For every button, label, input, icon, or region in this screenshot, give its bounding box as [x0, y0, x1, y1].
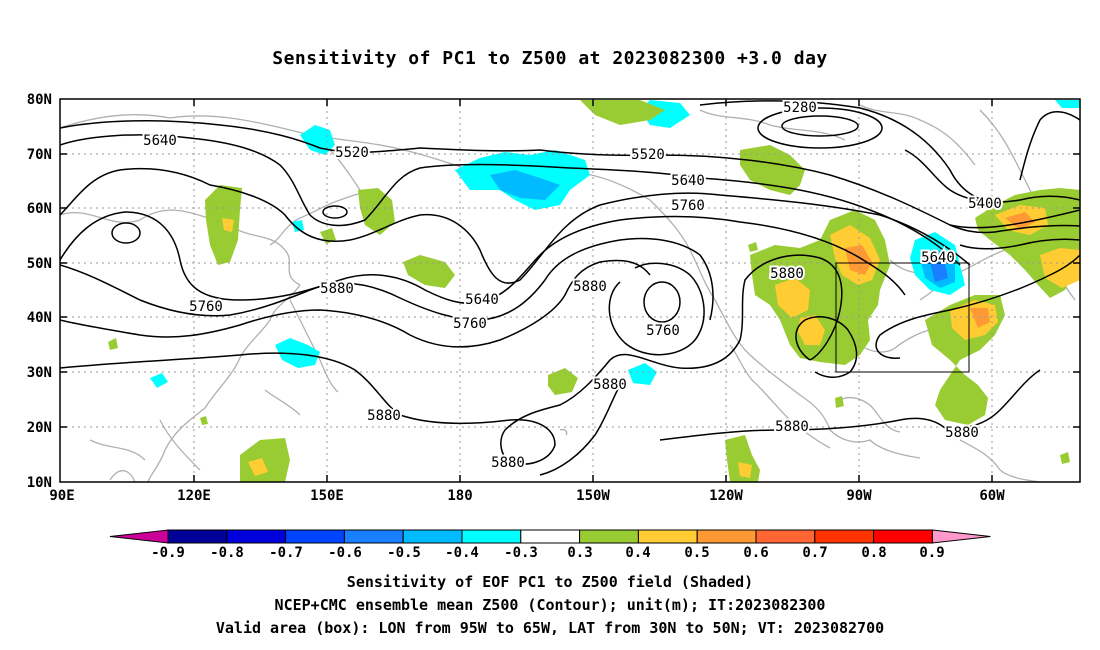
colorbar-label: -0.9 [151, 545, 185, 561]
lon-label: 120E [177, 488, 211, 504]
colorbar-swatch [461, 529, 522, 544]
colorbar-swatch [402, 529, 463, 544]
contour-label: 5760 [671, 198, 705, 214]
colorbar-label: -0.3 [504, 545, 538, 561]
contour-label: 5400 [968, 196, 1002, 212]
lon-axis-labels: 90E 120E 150E 180 150W 120W 90W 60W [49, 488, 1005, 504]
colorbar-swatch [343, 529, 404, 544]
contour-label: 5640 [671, 173, 705, 189]
colorbar-swatch-low [109, 529, 169, 544]
colorbar-label: -0.8 [210, 545, 244, 561]
contour-label: 5640 [143, 133, 177, 149]
contour-label: 5520 [631, 147, 665, 163]
colorbar-swatch [814, 529, 875, 544]
lon-label: 90W [846, 488, 872, 504]
colorbar-swatch [637, 529, 698, 544]
colorbar-label: 0.5 [684, 545, 709, 561]
contour-labels: 5280 5400 5520 5520 5640 5640 5640 5640 … [141, 99, 1004, 473]
caption-contour: NCEP+CMC ensemble mean Z500 (Contour); u… [274, 596, 826, 614]
lat-label: 60N [27, 201, 52, 217]
plot-frame [59, 98, 1081, 483]
contour-label: 5880 [775, 419, 809, 435]
contour-label: 5880 [573, 279, 607, 295]
grid-lines [60, 99, 1080, 482]
contour-label: 5760 [453, 316, 487, 332]
contour-label: 5880 [367, 408, 401, 424]
valid-area-box [835, 262, 970, 373]
contour-label: 5880 [770, 266, 804, 282]
contour-label: 5280 [783, 100, 817, 116]
colorbar: -0.9 -0.8 -0.7 -0.6 -0.5 -0.4 -0.3 0.3 0… [109, 529, 991, 561]
lat-label: 50N [27, 256, 52, 272]
colorbar-swatch-high [931, 529, 991, 544]
lat-label: 30N [27, 365, 52, 381]
contour-label: 5880 [945, 425, 979, 441]
contour-label: 5880 [320, 281, 354, 297]
contour-label: 5760 [646, 323, 680, 339]
lat-axis-labels: 80N 70N 60N 50N 40N 30N 20N 10N [27, 92, 52, 491]
lat-label: 20N [27, 420, 52, 436]
contour-label: 5640 [465, 292, 499, 308]
caption-shading: Sensitivity of EOF PC1 to Z500 field (Sh… [346, 573, 754, 591]
contour-label: 5760 [189, 299, 223, 315]
contour-label: 5880 [593, 377, 627, 393]
lat-label: 80N [27, 92, 52, 108]
colorbar-swatch [167, 529, 228, 544]
caption-valid-area: Valid area (box): LON from 95W to 65W, L… [215, 619, 885, 637]
colorbar-label: 0.8 [861, 545, 886, 561]
lon-label: 60W [979, 488, 1005, 504]
lat-label: 10N [27, 475, 52, 491]
colorbar-label: -0.5 [387, 545, 421, 561]
tick-marks [60, 99, 1080, 482]
z500-contours [60, 100, 1080, 476]
contour-label: 5640 [921, 250, 955, 266]
colorbar-swatch [755, 529, 816, 544]
lat-label: 70N [27, 147, 52, 163]
colorbar-label: 0.4 [625, 545, 650, 561]
map-title: Sensitivity of PC1 to Z500 at 2023082300… [272, 48, 828, 69]
colorbar-swatch [285, 529, 345, 544]
colorbar-label: -0.7 [269, 545, 303, 561]
lon-label: 150E [310, 488, 344, 504]
colorbar-swatch [579, 529, 639, 544]
colorbar-swatch [520, 529, 581, 544]
lon-label: 180 [447, 488, 472, 504]
colorbar-swatch [226, 529, 287, 544]
lon-label: 120W [709, 488, 743, 504]
colorbar-swatch [696, 529, 757, 544]
colorbar-label: 0.9 [919, 545, 944, 561]
colorbar-label: -0.4 [445, 545, 479, 561]
contour-label: 5520 [335, 145, 369, 161]
colorbar-label: 0.6 [743, 545, 768, 561]
lon-label: 90E [49, 488, 74, 504]
colorbar-swatch [873, 529, 933, 544]
colorbar-label: -0.6 [328, 545, 362, 561]
colorbar-label: 0.7 [802, 545, 827, 561]
lat-label: 40N [27, 310, 52, 326]
contour-label: 5880 [491, 455, 525, 471]
lon-label: 150W [576, 488, 610, 504]
colorbar-label: 0.3 [567, 545, 592, 561]
